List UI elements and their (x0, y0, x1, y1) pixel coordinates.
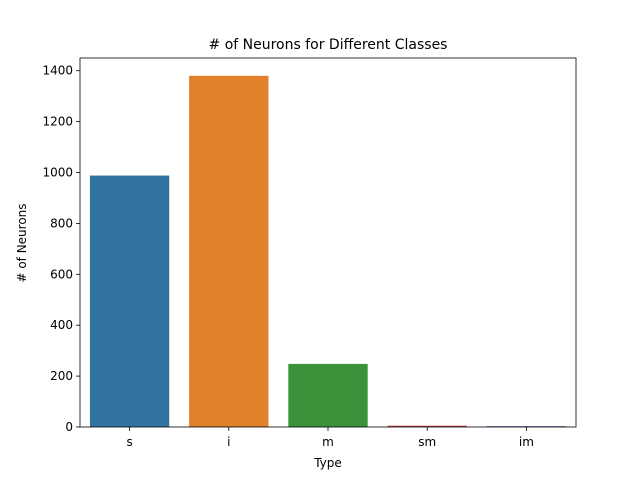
x-tick-label-s: s (126, 435, 132, 449)
bar-sm (387, 425, 467, 427)
x-tick-label-im: im (519, 435, 534, 449)
x-tick-label-i: i (227, 435, 230, 449)
x-tick-label-sm: sm (418, 435, 436, 449)
x-tick-label-m: m (322, 435, 334, 449)
y-tick-label-0: 0 (65, 420, 73, 434)
y-tick-label-1000: 1000 (42, 166, 73, 180)
y-tick-label-600: 600 (50, 267, 73, 281)
chart-title: # of Neurons for Different Classes (209, 37, 448, 53)
bar-s (89, 175, 170, 427)
x-axis-label: Type (313, 456, 342, 470)
y-tick-label-1400: 1400 (42, 64, 73, 78)
y-axis-label: # of Neurons (15, 203, 29, 282)
y-tick-label-200: 200 (50, 369, 73, 383)
y-tick-label-800: 800 (50, 216, 73, 230)
bar-m (288, 363, 368, 427)
bar-i (189, 75, 269, 428)
axes-frame (79, 57, 577, 428)
y-tick-label-400: 400 (50, 318, 73, 332)
y-tick-label-1200: 1200 (42, 115, 73, 129)
